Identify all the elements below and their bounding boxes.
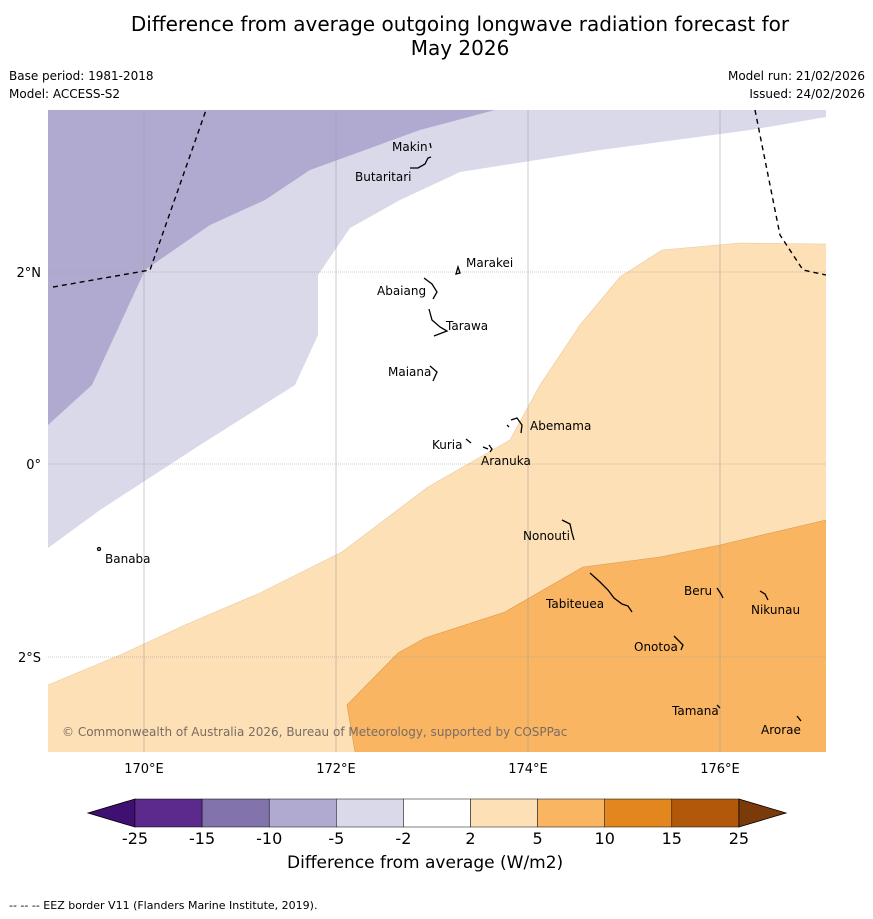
colorbar-swatch xyxy=(268,798,337,828)
island-label-nonouti: Nonouti xyxy=(523,529,570,543)
island-butaritari-shape xyxy=(410,156,432,169)
colorbar-tick-label: 15 xyxy=(662,829,682,848)
title-line-1: Difference from average outgoing longwav… xyxy=(130,12,790,36)
island-outlines xyxy=(96,142,802,722)
lon-label-172e: 172°E xyxy=(316,762,356,777)
island-aranuka-shape xyxy=(482,444,493,453)
colorbar-tick-label: -2 xyxy=(395,829,411,848)
region-5-10 xyxy=(347,520,826,752)
island-maiana-shape xyxy=(429,365,438,382)
meta-left: Base period: 1981-2018 Model: ACCESS-S2 xyxy=(9,67,154,103)
lat-label-2s: 2°S xyxy=(18,651,41,666)
copyright-text: © Commonwealth of Australia 2026, Bureau… xyxy=(62,725,567,739)
island-kuria-shape xyxy=(465,438,472,444)
colorbar-swatch xyxy=(134,798,203,828)
island-banaba-shape xyxy=(96,546,102,552)
lon-label-176e: 176°E xyxy=(700,762,740,777)
eez-border-east xyxy=(754,109,827,276)
island-label-beru: Beru xyxy=(684,584,712,598)
island-label-tabiteuea: Tabiteuea xyxy=(545,597,604,611)
island-abemama-shape xyxy=(506,417,523,434)
model-name: Model: ACCESS-S2 xyxy=(9,87,121,101)
gridlines xyxy=(48,110,826,752)
eez-border xyxy=(52,109,827,288)
island-label-banaba: Banaba xyxy=(105,552,151,566)
colorbar: -25 -15 -10 -5 -2 2 5 10 15 25 xyxy=(86,798,788,848)
colorbar-swatch xyxy=(671,798,740,828)
issued-date: Issued: 24/02/2026 xyxy=(749,87,865,101)
colorbar-tick-label: 2 xyxy=(465,829,475,848)
base-period: Base period: 1981-2018 xyxy=(9,69,154,83)
island-label-aranuka: Aranuka xyxy=(481,454,531,468)
eez-border-west xyxy=(52,109,207,288)
island-beru-shape xyxy=(716,587,724,599)
model-run: Model run: 21/02/2026 xyxy=(727,69,865,83)
colorbar-swatch xyxy=(537,798,605,828)
island-label-nikunau: Nikunau xyxy=(751,603,800,617)
island-label-maiana: Maiana xyxy=(388,365,431,379)
colorbar-swatch xyxy=(604,798,673,828)
island-tarawa-shape xyxy=(428,308,449,337)
colorbar-tick-label: -25 xyxy=(122,829,148,848)
colorbar-swatch xyxy=(470,798,538,828)
lat-label-2n: 2°N xyxy=(17,266,42,281)
island-label-makin: Makin xyxy=(392,140,428,154)
island-label-tamana: Tamana xyxy=(671,704,719,718)
colorbar-tick-label: -10 xyxy=(256,829,282,848)
colorbar-swatch xyxy=(201,798,270,828)
island-label-butaritari: Butaritari xyxy=(355,170,412,184)
region-minus10-minus5 xyxy=(48,110,495,425)
colorbar-tick-label: -5 xyxy=(328,829,344,848)
island-label-onotoa: Onotoa xyxy=(634,640,678,654)
colorbar-extend-high xyxy=(738,798,788,828)
colorbar-swatch xyxy=(403,798,471,828)
island-arorae-shape xyxy=(796,715,802,722)
lat-label-0: 0° xyxy=(26,458,41,473)
colorbar-tick-label: 10 xyxy=(595,829,615,848)
colorbar-swatch xyxy=(336,798,404,828)
map-panel: Makin Butaritari Marakei Abaiang Tarawa … xyxy=(47,109,827,753)
contour-line xyxy=(47,242,827,686)
colorbar-extend-low xyxy=(86,798,136,828)
island-label-tarawa: Tarawa xyxy=(445,319,488,333)
title-line-2: May 2026 xyxy=(410,36,510,60)
island-abaiang-shape xyxy=(423,277,438,300)
contour-line xyxy=(346,519,827,753)
colorbar-tick-label: -15 xyxy=(189,829,215,848)
island-tabiteuea-shape xyxy=(589,572,633,613)
island-tamana-shape xyxy=(716,704,721,709)
island-label-marakei: Marakei xyxy=(466,256,513,270)
island-marakei-shape xyxy=(455,264,461,275)
colorbar-tick-label: 25 xyxy=(729,829,749,848)
island-nikunau-shape xyxy=(759,590,769,601)
colorbar-title: Difference from average (W/m2) xyxy=(287,853,564,873)
lon-label-174e: 174°E xyxy=(508,762,548,777)
island-label-kuria: Kuria xyxy=(432,438,463,452)
island-label-arorae: Arorae xyxy=(761,723,801,737)
island-onotoa-shape xyxy=(673,635,684,651)
region-minus5-minus2 xyxy=(48,110,826,548)
island-label-abaiang: Abaiang xyxy=(377,284,426,298)
island-label-abemama: Abemama xyxy=(530,419,591,433)
island-makin-shape xyxy=(429,142,432,149)
colorbar-tick-label: 5 xyxy=(533,829,543,848)
island-nonouti-shape xyxy=(561,519,575,541)
lon-label-170e: 170°E xyxy=(124,762,164,777)
footer-note: -- -- -- EEZ border V11 (Flanders Marine… xyxy=(9,899,318,912)
map-title: Difference from average outgoing longwav… xyxy=(0,12,873,60)
meta-right: Model run: 21/02/2026 Issued: 24/02/2026 xyxy=(728,67,865,103)
